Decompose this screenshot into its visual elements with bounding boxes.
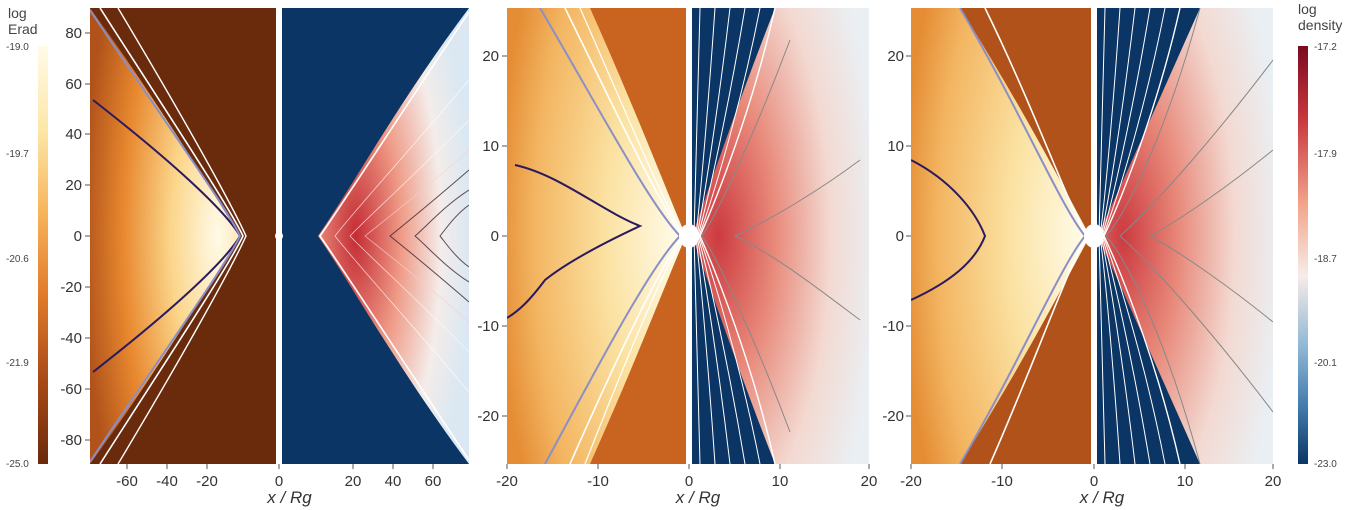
panel-1-contour [319, 11, 469, 461]
y-tick-label: 20 [65, 177, 82, 194]
x-tick-label: -20 [900, 473, 922, 490]
y-tick-label: 10 [482, 138, 499, 155]
y-tick-label: 60 [65, 76, 82, 93]
y-tick-label: 20 [482, 48, 499, 65]
colorbar-erad-tick: -19.7 [6, 149, 29, 160]
y-tick-label: 10 [887, 138, 904, 155]
panel-1-contour [364, 149, 469, 323]
colorbar-erad-title-1: log [8, 5, 27, 21]
x-tick-label: 10 [772, 473, 789, 490]
colorbar-erad-tick: -25.0 [6, 459, 29, 470]
colorbar-erad-gradient [38, 46, 48, 464]
panel-1-contour [99, 8, 244, 464]
colorbar-density-title-1: log [1298, 1, 1317, 17]
panel-1-black-hole [275, 232, 283, 240]
x-tick-label: 0 [685, 473, 693, 490]
y-tick-label: 0 [74, 228, 82, 245]
x-tick-label: 60 [425, 473, 442, 490]
panel-2-contour [701, 39, 791, 433]
y-tick-label: -80 [60, 432, 82, 449]
x-tick-label: -20 [196, 473, 218, 490]
x-tick-label: -10 [587, 473, 609, 490]
panel-2 [507, 8, 869, 464]
panel-3-contour [1105, 8, 1201, 464]
x-axis-title: x / Rg [266, 488, 312, 507]
colorbar-erad: log Erad -19.0 -19.7 -20.6 -21.9 -25.0 [6, 5, 48, 470]
panel-1-contour [389, 169, 469, 303]
panel-1-contour [414, 189, 469, 283]
y-tick-label: 0 [491, 228, 499, 245]
colorbar-density-gradient [1298, 46, 1308, 464]
panel-2-contour [507, 164, 643, 319]
x-tick-label: 10 [1177, 473, 1194, 490]
colorbar-density-tick: -17.9 [1314, 149, 1337, 160]
panel-3-erad-funnel [911, 8, 1090, 464]
x-tick-label: 0 [275, 473, 283, 490]
x-tick-label: -40 [156, 473, 178, 490]
x-tick-label: 20 [345, 473, 362, 490]
panel-2-contour [699, 8, 776, 464]
y-tick-label: -60 [60, 381, 82, 398]
y-tick-label: 20 [887, 48, 904, 65]
colorbar-density-title-2: density [1298, 17, 1342, 33]
panel-3-black-hole [1084, 224, 1104, 248]
y-tick-label: -10 [477, 318, 499, 335]
panel-3-contour [1119, 59, 1273, 413]
panel-2-erad-funnel [507, 8, 686, 464]
colorbar-erad-tick: -19.0 [6, 42, 29, 53]
panel-3 [911, 8, 1273, 464]
y-tick-label: 40 [65, 126, 82, 143]
colorbar-erad-tick: -21.9 [6, 358, 29, 369]
x-tick-label: -10 [991, 473, 1013, 490]
x-tick-label: 20 [861, 473, 878, 490]
x-tick-label: -60 [116, 473, 138, 490]
y-tick-label: -10 [882, 318, 904, 335]
y-tick-label: -20 [60, 279, 82, 296]
x-tick-label: 20 [1265, 473, 1282, 490]
panel-1-contour [90, 9, 242, 463]
x-tick-label: 0 [1090, 473, 1098, 490]
y-tick-label: -20 [477, 408, 499, 425]
panel-2-black-hole [679, 224, 699, 248]
x-tick-label: -20 [496, 473, 518, 490]
x-axis-title: x / Rg [675, 488, 721, 507]
y-tick-label: 0 [896, 228, 904, 245]
panel-1-contour [439, 204, 469, 268]
panel-1-erad-funnel [90, 8, 240, 464]
colorbar-density: log density -17.2 -17.9 -18.7 -20.1 -23.… [1298, 1, 1342, 470]
panel-1-contour [349, 119, 469, 353]
x-tick-label: 40 [385, 473, 402, 490]
colorbar-density-tick: -18.7 [1314, 254, 1337, 265]
axes-layer: -60 -40 -20 0 20 40 60 80 60 40 20 0 -20 -40 -60 -80 x /… [60, 25, 1281, 507]
panel-1-density-funnel [318, 8, 469, 464]
panel-3-contour [911, 159, 987, 301]
x-axis-title: x / Rg [1079, 488, 1125, 507]
panel-1 [90, 8, 469, 464]
panel-2-contour [733, 159, 861, 321]
y-tick-label: 80 [65, 25, 82, 42]
panel-3-density-funnel [1097, 8, 1273, 464]
colorbar-density-tick: -20.1 [1314, 358, 1337, 369]
colorbar-erad-title-2: Erad [8, 21, 38, 37]
panel-3-contour [1148, 149, 1273, 323]
colorbar-density-tick: -23.0 [1314, 459, 1337, 470]
y-tick-label: -40 [60, 330, 82, 347]
colorbar-erad-tick: -20.6 [6, 254, 29, 265]
panel-1-contour [334, 79, 469, 393]
panel-1-contour [117, 8, 247, 464]
y-tick-label: -20 [882, 408, 904, 425]
colorbar-density-tick: -17.2 [1314, 42, 1337, 53]
panel-2-density-funnel [692, 8, 869, 464]
